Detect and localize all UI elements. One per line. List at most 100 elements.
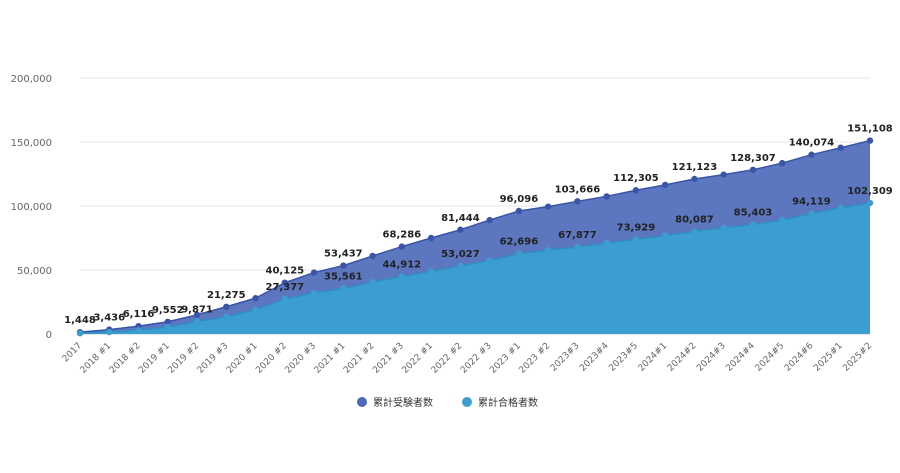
legend-label-0: 累計受験者数 [373, 396, 433, 409]
data-point-series-0[interactable] [193, 311, 201, 318]
data-point-series-0[interactable] [515, 207, 523, 215]
data-point-series-0[interactable] [866, 137, 874, 144]
data-point-series-1[interactable] [808, 210, 815, 217]
data-point-series-0[interactable] [661, 181, 669, 189]
data-point-series-0[interactable] [574, 198, 581, 205]
data-label-series-1: 80,087 [675, 214, 714, 225]
data-point-series-0[interactable] [310, 269, 318, 276]
x-tick-label: 2019 #1 [137, 341, 172, 376]
x-tick-label: 2024#4 [724, 341, 757, 374]
data-point-series-1[interactable] [369, 278, 376, 286]
data-point-series-0[interactable] [632, 187, 640, 194]
data-label-series-0: 151,108 [847, 124, 893, 135]
data-point-series-1[interactable] [603, 239, 610, 247]
data-point-series-0[interactable] [544, 203, 552, 210]
data-label-series-0: 3,436 [93, 313, 125, 324]
y-tick-label: 150,000 [11, 138, 52, 149]
data-point-series-0[interactable] [837, 144, 844, 151]
data-point-series-1[interactable] [310, 289, 318, 297]
data-point-series-0[interactable] [223, 303, 230, 310]
data-label-series-1: 94,119 [792, 197, 831, 208]
x-tick-label: 2025#2 [841, 341, 874, 374]
data-label-series-1: 102,309 [847, 186, 893, 197]
data-point-series-0[interactable] [281, 279, 289, 286]
x-tick-label: 2024#5 [754, 341, 787, 374]
data-label-series-0: 112,305 [613, 173, 659, 184]
data-point-series-0[interactable] [369, 252, 376, 260]
x-tick-label: 2017 [61, 341, 84, 364]
x-tick-label: 2020 #3 [284, 341, 319, 376]
data-label-series-1: 62,696 [500, 237, 539, 248]
data-point-series-0[interactable] [340, 262, 347, 269]
data-point-series-1[interactable] [544, 246, 552, 254]
legend-marker-0 [357, 397, 367, 407]
data-point-series-0[interactable] [691, 175, 698, 183]
x-tick-label: 2021 #2 [342, 341, 377, 376]
data-point-series-1[interactable] [661, 232, 669, 239]
data-point-series-1[interactable] [457, 262, 464, 270]
x-tick-label: 2023 #2 [518, 341, 553, 376]
data-point-series-0[interactable] [603, 193, 610, 200]
x-tick-label: 2022 #1 [401, 341, 436, 376]
x-tick-label: 2023 #1 [488, 341, 523, 376]
data-point-series-0[interactable] [457, 226, 464, 233]
data-label-series-0: 6,116 [123, 309, 155, 320]
legend-item-1[interactable]: 累計合格者数 [462, 396, 538, 409]
data-point-series-1[interactable] [164, 323, 171, 331]
data-point-series-1[interactable] [281, 295, 289, 303]
data-point-series-1[interactable] [427, 268, 435, 275]
data-point-series-1[interactable] [720, 224, 727, 231]
y-tick-label: 200,000 [11, 74, 52, 85]
data-point-series-0[interactable] [779, 159, 786, 167]
area-series-1 [80, 203, 870, 334]
data-point-series-0[interactable] [486, 216, 493, 224]
data-point-series-0[interactable] [720, 171, 727, 178]
data-point-series-1[interactable] [135, 326, 142, 334]
data-point-series-1[interactable] [76, 330, 84, 337]
data-point-series-0[interactable] [164, 318, 171, 325]
data-point-series-0[interactable] [808, 151, 815, 158]
x-tick-label: 2024#3 [695, 341, 728, 374]
x-tick-label: 2025#1 [812, 341, 845, 374]
x-tick-label: 2024#6 [783, 341, 816, 374]
data-label-series-0: 121,123 [672, 162, 718, 173]
data-label-series-1: 73,929 [617, 222, 656, 233]
line-series-1 [79, 202, 871, 334]
line-series-0 [79, 139, 871, 333]
data-point-series-1[interactable] [749, 221, 757, 228]
data-point-series-1[interactable] [691, 228, 698, 235]
data-point-series-1[interactable] [515, 250, 523, 257]
y-tick-label: 50,000 [17, 266, 52, 277]
data-point-series-1[interactable] [632, 236, 640, 243]
data-label-series-0: 103,666 [555, 184, 601, 195]
data-point-series-0[interactable] [252, 294, 259, 302]
data-label-series-1: 27,377 [266, 282, 305, 293]
data-label-series-0: 53,437 [324, 249, 363, 260]
legend-marker-1 [462, 397, 472, 407]
x-tick-label: 2021 #3 [371, 341, 406, 376]
data-point-series-1[interactable] [106, 328, 113, 336]
data-point-series-1[interactable] [486, 257, 493, 264]
data-point-series-1[interactable] [193, 318, 201, 325]
x-tick-label: 2020 #1 [225, 341, 260, 376]
data-point-series-1[interactable] [223, 313, 230, 320]
data-label-series-1: 44,912 [383, 260, 422, 271]
data-point-series-1[interactable] [866, 199, 874, 207]
legend-item-0[interactable]: 累計受験者数 [357, 396, 433, 409]
legend: 累計受験者数 累計合格者数 [357, 396, 538, 409]
data-point-series-1[interactable] [340, 285, 347, 292]
data-point-series-0[interactable] [427, 234, 435, 242]
data-point-series-1[interactable] [837, 204, 844, 212]
x-tick-label: 2023#3 [549, 341, 582, 374]
data-point-series-0[interactable] [398, 243, 406, 250]
data-label-series-0: 96,096 [500, 194, 539, 205]
x-tick-label: 2019 #2 [166, 341, 201, 376]
data-point-series-0[interactable] [749, 166, 757, 173]
data-point-series-1[interactable] [779, 216, 786, 224]
x-tick-label: 2020 #2 [254, 341, 289, 376]
data-point-series-1[interactable] [574, 243, 581, 251]
data-point-series-1[interactable] [252, 306, 259, 313]
x-tick-label: 2019 #3 [196, 341, 231, 376]
x-tick-label: 2023#5 [607, 341, 640, 374]
data-point-series-1[interactable] [398, 273, 406, 280]
